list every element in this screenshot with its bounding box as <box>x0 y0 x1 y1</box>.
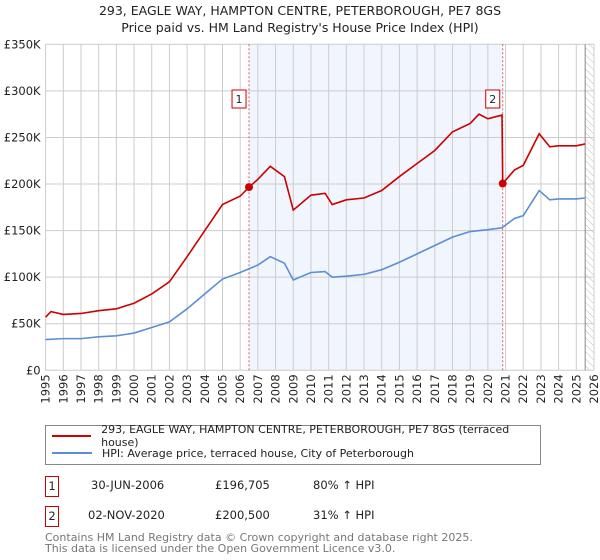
x-tick-label: 2008 <box>269 374 283 403</box>
hpi-line <box>45 189 586 341</box>
x-tick-label: 2025 <box>569 374 583 403</box>
x-tick-label: 2020 <box>481 374 495 403</box>
x-tick-label: 2009 <box>286 374 300 403</box>
x-tick-label: 2013 <box>357 374 371 403</box>
sale-hpi: 31% ↑ HPI <box>313 508 375 522</box>
sale-date: 02-NOV-2020 <box>88 508 165 522</box>
sale-label: 2 <box>489 93 496 106</box>
sale-label: 1 <box>236 93 243 106</box>
y-tick-label: £200K <box>4 177 41 191</box>
y-tick-label: £0 <box>26 363 41 377</box>
plot-area: 1995 1996 1997 1998 1999 2000 2001 2002 2003 2004… <box>4 37 600 403</box>
x-tick-label: 2012 <box>339 374 353 403</box>
x-tick-label: 2022 <box>516 374 530 403</box>
x-tick-label: 2024 <box>552 374 566 403</box>
x-tick-label: 2007 <box>251 374 265 403</box>
footer-licence: This data is licensed under the Open Gov… <box>45 542 396 555</box>
legend-item-property: 293, EAGLE WAY, HAMPTON CENTRE, PETERBOR… <box>52 423 540 449</box>
legend-swatch <box>52 452 92 454</box>
x-tick-label: 2015 <box>392 374 406 403</box>
ownership-period-shade <box>249 44 503 371</box>
future-hatch <box>585 44 594 371</box>
x-tick-label: 2001 <box>145 374 159 403</box>
chart-subtitle: Price paid vs. HM Land Registry's House … <box>121 20 479 35</box>
x-tick-label: 2018 <box>445 374 459 403</box>
sale-price: £196,705 <box>215 478 270 492</box>
x-tick-label: 2002 <box>162 374 176 403</box>
sale-point <box>245 183 254 192</box>
y-tick-label: £350K <box>4 37 41 51</box>
sale-label-box <box>231 89 247 109</box>
sale-badge: 2 <box>45 506 59 527</box>
legend: 293, EAGLE WAY, HAMPTON CENTRE, PETERBOR… <box>45 423 541 465</box>
sale-badge: 1 <box>45 476 59 497</box>
legend-label: HPI: Average price, terraced house, City… <box>102 446 414 460</box>
y-tick-label: £100K <box>4 270 41 284</box>
y-tick-label: £50K <box>11 317 41 331</box>
sale-point <box>498 179 507 188</box>
x-tick-label: 1996 <box>56 374 70 403</box>
x-tick-label: 1998 <box>92 374 106 403</box>
y-tick-label: £300K <box>4 84 41 98</box>
property-price-line <box>45 113 586 318</box>
sale-label-box <box>485 89 501 109</box>
x-tick-label: 2010 <box>304 374 318 403</box>
x-tick-label: 1995 <box>39 374 53 403</box>
x-tick-label: 2005 <box>216 374 230 403</box>
y-tick-label: £150K <box>4 224 41 238</box>
x-tick-label: 2000 <box>127 374 141 403</box>
sale-price: £200,500 <box>215 508 270 522</box>
x-tick-label: 2006 <box>233 374 247 403</box>
chart-title: 293, EAGLE WAY, HAMPTON CENTRE, PETERBOR… <box>98 3 502 18</box>
x-tick-label: 2017 <box>428 374 442 403</box>
footer-copyright: Contains HM Land Registry data © Crown c… <box>45 531 473 544</box>
y-tick-label: £250K <box>4 130 41 144</box>
x-tick-label: 2004 <box>198 374 212 403</box>
x-tick-label: 2003 <box>180 374 194 403</box>
legend-item-hpi: HPI: Average price, terraced house, City… <box>52 445 414 461</box>
x-tick-label: 1999 <box>109 374 123 403</box>
x-tick-label: 2021 <box>499 374 513 403</box>
x-tick-label: 2016 <box>410 374 424 403</box>
x-tick-label: 2011 <box>322 374 336 403</box>
x-tick-label: 2026 <box>587 374 600 403</box>
x-tick-label: 1997 <box>74 374 88 403</box>
legend-swatch <box>52 435 92 437</box>
sale-date: 30-JUN-2006 <box>91 478 165 492</box>
legend-label: 293, EAGLE WAY, HAMPTON CENTRE, PETERBOR… <box>101 423 510 449</box>
sale-hpi: 80% ↑ HPI <box>313 478 375 492</box>
x-tick-label: 2023 <box>534 374 548 403</box>
x-tick-label: 2019 <box>463 374 477 403</box>
x-tick-label: 2014 <box>375 374 389 403</box>
